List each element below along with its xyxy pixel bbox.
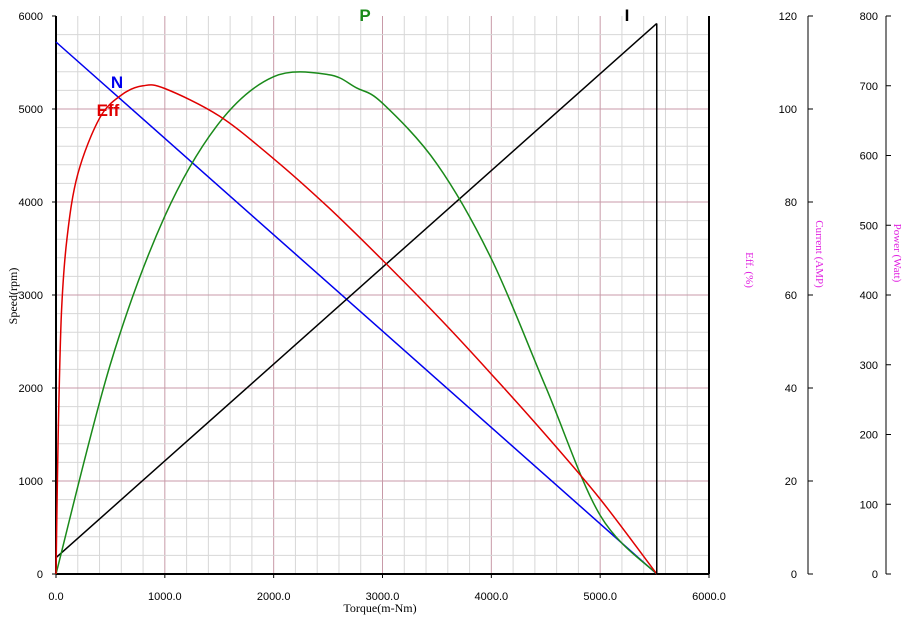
series-label-p: P bbox=[359, 6, 370, 25]
current-tick-label: 0 bbox=[791, 569, 797, 581]
x-tick-label: 3000.0 bbox=[366, 591, 400, 603]
power-tick-label: 0 bbox=[872, 569, 878, 581]
x-tick-label: 4000.0 bbox=[475, 591, 509, 603]
x-axis-ticks: 0.0 1000.0 2000.0 3000.0 4000.0 5000.0 6000.0 bbox=[48, 574, 726, 603]
series-i-curve bbox=[55, 22, 658, 559]
power-axis-label: Power (Watt) bbox=[891, 224, 903, 283]
power-tick-label: 300 bbox=[860, 360, 878, 372]
power-tick-label: 400 bbox=[860, 290, 878, 302]
x-tick-label: 6000.0 bbox=[692, 591, 726, 603]
current-tick-label: 60 bbox=[785, 290, 797, 302]
x-tick-label: 0.0 bbox=[48, 591, 63, 603]
speed-tick-label: 2000 bbox=[19, 383, 43, 395]
power-tick-label: 100 bbox=[860, 499, 878, 511]
series-eff-curve bbox=[55, 84, 658, 575]
power-tick-label: 500 bbox=[860, 220, 878, 232]
power-tick-label: 800 bbox=[860, 11, 878, 23]
curves bbox=[55, 22, 658, 575]
current-tick-label: 20 bbox=[785, 476, 797, 488]
power-axis-ticks: 0 100 200 300 400 500 600 700 800 bbox=[860, 11, 891, 581]
series-label-n: N bbox=[111, 73, 123, 92]
power-tick-label: 600 bbox=[860, 151, 878, 163]
x-tick-label: 5000.0 bbox=[583, 591, 617, 603]
speed-tick-label: 6000 bbox=[19, 11, 43, 23]
speed-tick-label: 5000 bbox=[19, 104, 43, 116]
series-label-i: I bbox=[625, 6, 630, 25]
speed-tick-label: 4000 bbox=[19, 197, 43, 209]
speed-axis-ticks: 0 1000 2000 3000 4000 5000 6000 bbox=[19, 11, 56, 581]
series-n-curve bbox=[55, 41, 658, 575]
speed-axis-label: Speed(rpm) bbox=[6, 268, 20, 325]
x-axis-label: Torque(m-Nm) bbox=[343, 601, 416, 615]
power-tick-label: 700 bbox=[860, 81, 878, 93]
current-tick-label: 80 bbox=[785, 197, 797, 209]
eff-axis-label: Eff. (%) bbox=[743, 252, 755, 288]
series-label-eff: Eff bbox=[97, 101, 120, 120]
current-tick-label: 100 bbox=[779, 104, 797, 116]
plot-grid bbox=[56, 16, 709, 574]
x-tick-label: 1000.0 bbox=[148, 591, 182, 603]
current-tick-label: 120 bbox=[779, 11, 797, 23]
series-p-curve bbox=[55, 71, 658, 575]
speed-tick-label: 0 bbox=[37, 569, 43, 581]
x-tick-label: 2000.0 bbox=[257, 591, 291, 603]
speed-tick-label: 3000 bbox=[19, 290, 43, 302]
speed-tick-label: 1000 bbox=[19, 476, 43, 488]
current-axis-label: Current (AMP) bbox=[813, 220, 825, 288]
power-tick-label: 200 bbox=[860, 430, 878, 442]
current-axis-ticks: 0 20 40 60 80 100 120 bbox=[779, 11, 813, 581]
current-tick-label: 40 bbox=[785, 383, 797, 395]
